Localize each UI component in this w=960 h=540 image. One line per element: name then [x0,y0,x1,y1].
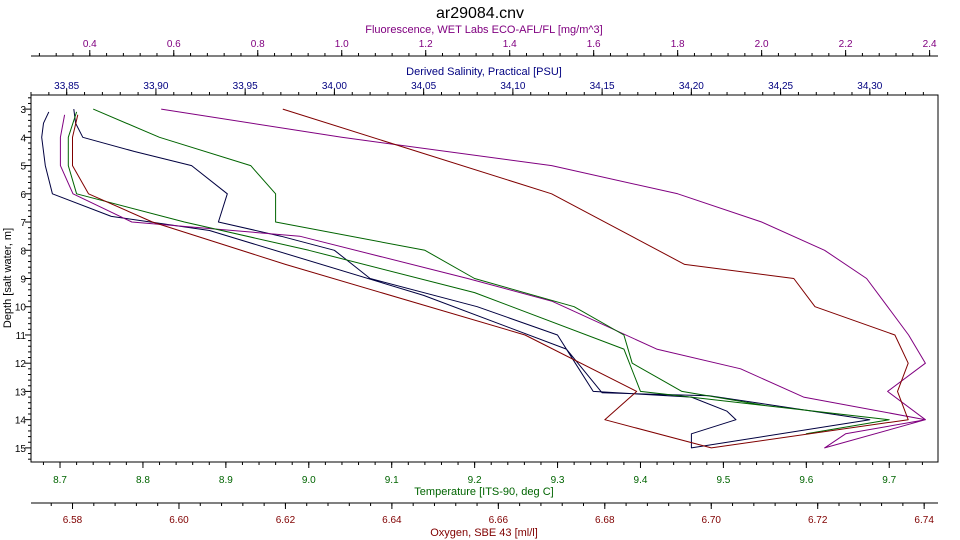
temperature-series-line [67,108,890,435]
fluorescence-tick-label: 1.0 [335,39,349,50]
depth-axis-label: Depth [salt water, m] [2,228,14,328]
depth-tick-label: 9 [20,275,26,286]
oxygen-axis: 6.58 6.60 6.62 6.64 6.66 6.68 6.70 6.72 6.74 [31,502,938,526]
oxygen-tick-label: 6.60 [169,515,189,526]
salinity-tick-label: 34.25 [768,81,793,92]
fluorescence-axis-label: Fluorescence, WET Labs ECO-AFL/FL [mg/m^… [365,24,602,36]
fluorescence-tick-label: 0.4 [83,39,97,50]
fluorescence-tick-label: 1.6 [587,39,601,50]
salinity-tick-label: 33.95 [233,81,258,92]
temperature-tick-label: 9.3 [551,475,565,486]
temperature-tick-label: 9.1 [385,475,399,486]
plot-frame [30,94,939,463]
chart-title: ar29084.cnv [436,5,524,22]
fluorescence-tick-label: 2.4 [923,39,937,50]
temperature-tick-label: 9.6 [799,475,813,486]
temperature-tick-label: 9.2 [468,475,482,486]
depth-tick-label: 10 [15,303,27,314]
temperature-tick-label: 9.5 [716,475,730,486]
oxygen-tick-label: 6.74 [914,515,934,526]
depth-tick-label: 7 [20,218,26,229]
depth-tick-label: 8 [20,246,26,257]
depth-tick-label: 6 [20,190,26,201]
depth-tick-label: 13 [15,387,27,398]
salinity-tick-label: 34.20 [679,81,704,92]
temperature-axis: 8.7 8.8 8.9 9.0 9.1 9.2 9.3 9.4 9.5 9.6 9.7 [31,461,938,486]
fluorescence-series-line [59,108,926,449]
fluorescence-tick-label: 2.0 [755,39,769,50]
depth-tick-label: 5 [20,162,26,173]
depth-tick-label: 12 [15,359,27,370]
salinity-tick-label: 33.85 [54,81,79,92]
temperature-axis-label: Temperature [ITS-90, deg C] [414,486,553,498]
depth-tick-label: 11 [16,331,27,342]
temperature-tick-label: 8.9 [219,475,233,486]
salinity-tick-label: 34.00 [322,81,347,92]
series-layer [41,108,926,449]
temperature-tick-label: 9.4 [634,475,648,486]
depth-axis: 3 4 5 6 7 8 9 10 11 12 13 14 15 [15,97,31,460]
temperature-tick-label: 8.7 [53,475,67,486]
oxygen-series-line [72,108,909,449]
fluorescence-tick-label: 0.8 [251,39,265,50]
oxygen-tick-label: 6.72 [808,515,828,526]
fluorescence-tick-label: 1.4 [503,39,517,50]
salinity-tick-label: 34.30 [857,81,882,92]
oxygen-tick-label: 6.64 [382,515,402,526]
depth-tick-label: 14 [15,416,27,427]
salinity-tick-label: 34.10 [500,81,525,92]
salinity-axis-label: Derived Salinity, Practical [PSU] [406,66,562,78]
oxygen-tick-label: 6.68 [595,515,615,526]
depth-tick-label: 3 [20,105,26,116]
temperature-tick-label: 9.7 [882,475,896,486]
fluorescence-tick-label: 2.2 [839,39,853,50]
temperature-tick-label: 8.8 [136,475,150,486]
salinity-tick-label: 33.90 [143,81,168,92]
salinity-tick-label: 34.05 [411,81,436,92]
temperature-tick-label: 9.0 [302,475,316,486]
oxygen-tick-label: 6.66 [489,515,509,526]
fluorescence-tick-label: 0.6 [167,39,181,50]
oxygen-tick-label: 6.62 [276,515,296,526]
depth-tick-label: 15 [15,444,27,455]
salinity-series-line [41,109,871,449]
oxygen-axis-label: Oxygen, SBE 43 [ml/l] [430,527,538,539]
oxygen-tick-label: 6.70 [702,515,722,526]
oxygen-tick-label: 6.58 [63,515,83,526]
salinity-tick-label: 34.15 [590,81,615,92]
fluorescence-axis: 0.4 0.6 0.8 1.0 1.2 1.4 1.6 1.8 2.0 2.2 2.4 [31,39,938,57]
fluorescence-tick-label: 1.8 [671,39,685,50]
salinity-axis: 33.85 33.90 33.95 34.00 34.05 34.10 34.15 34.20… [30,81,938,96]
depth-tick-label: 4 [20,133,26,144]
fluorescence-tick-label: 1.2 [419,39,433,50]
